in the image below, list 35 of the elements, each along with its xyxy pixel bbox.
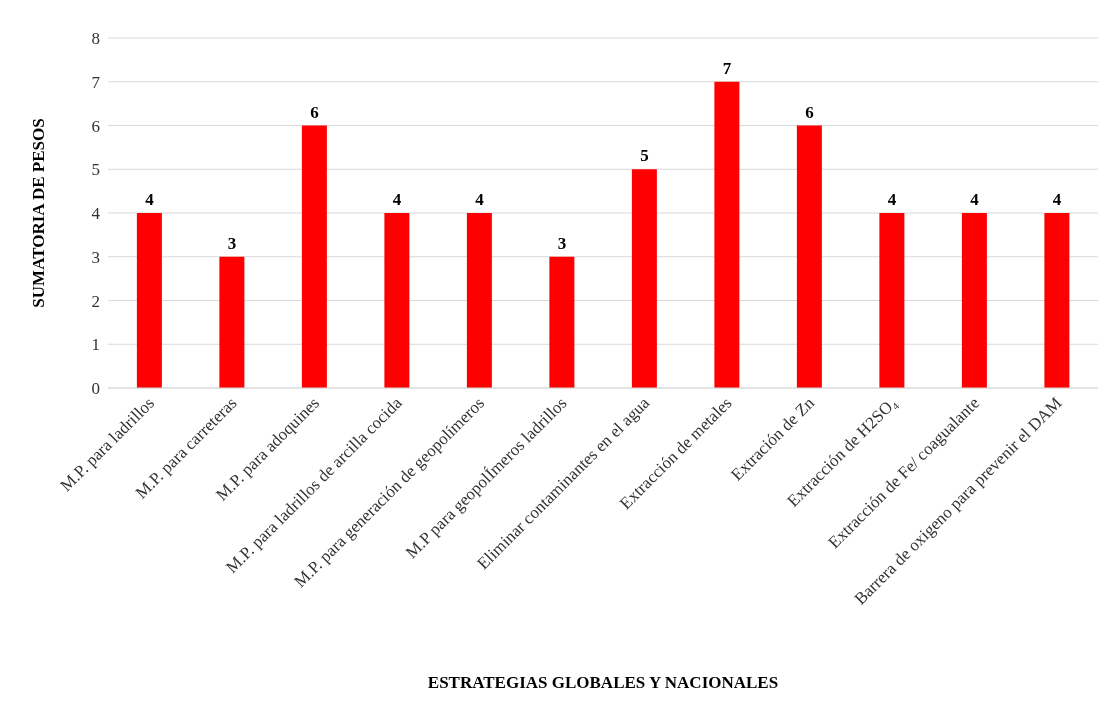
y-tick-label: 1	[91, 335, 100, 355]
bar	[136, 213, 162, 388]
y-tick-label: 4	[91, 204, 101, 224]
data-label: 4	[392, 190, 402, 209]
y-tick-label: 3	[91, 247, 100, 267]
bar	[219, 256, 245, 388]
y-tick-label: 8	[91, 29, 100, 49]
data-label: 4	[887, 190, 897, 209]
data-label: 5	[640, 146, 649, 166]
bar	[714, 81, 740, 388]
y-tick-label: 7	[91, 72, 101, 92]
bar	[384, 213, 410, 388]
data-label: 4	[970, 190, 980, 209]
y-tick-label: 0	[91, 379, 100, 399]
x-axis-title: ESTRATEGIAS GLOBALES Y NACIONALES	[427, 673, 779, 692]
bar	[879, 213, 905, 388]
bar	[1044, 213, 1070, 388]
y-tick-label: 6	[91, 116, 100, 136]
data-label: 4	[145, 190, 155, 209]
bar	[301, 125, 327, 388]
bar	[466, 213, 492, 388]
bar	[796, 125, 822, 388]
bar	[961, 213, 987, 388]
data-label: 6	[310, 102, 319, 122]
bar	[631, 169, 657, 388]
y-tick-label: 2	[91, 291, 100, 311]
data-label: 7	[722, 58, 732, 78]
y-axis-title: SUMATORIA DE PESOS	[29, 118, 49, 308]
data-label: 3	[227, 233, 237, 253]
bar	[549, 256, 575, 388]
data-label: 4	[475, 190, 485, 209]
data-label: 6	[805, 102, 814, 122]
data-label: 3	[557, 233, 567, 253]
y-tick-label: 5	[91, 160, 100, 180]
data-label: 4	[1052, 190, 1062, 209]
